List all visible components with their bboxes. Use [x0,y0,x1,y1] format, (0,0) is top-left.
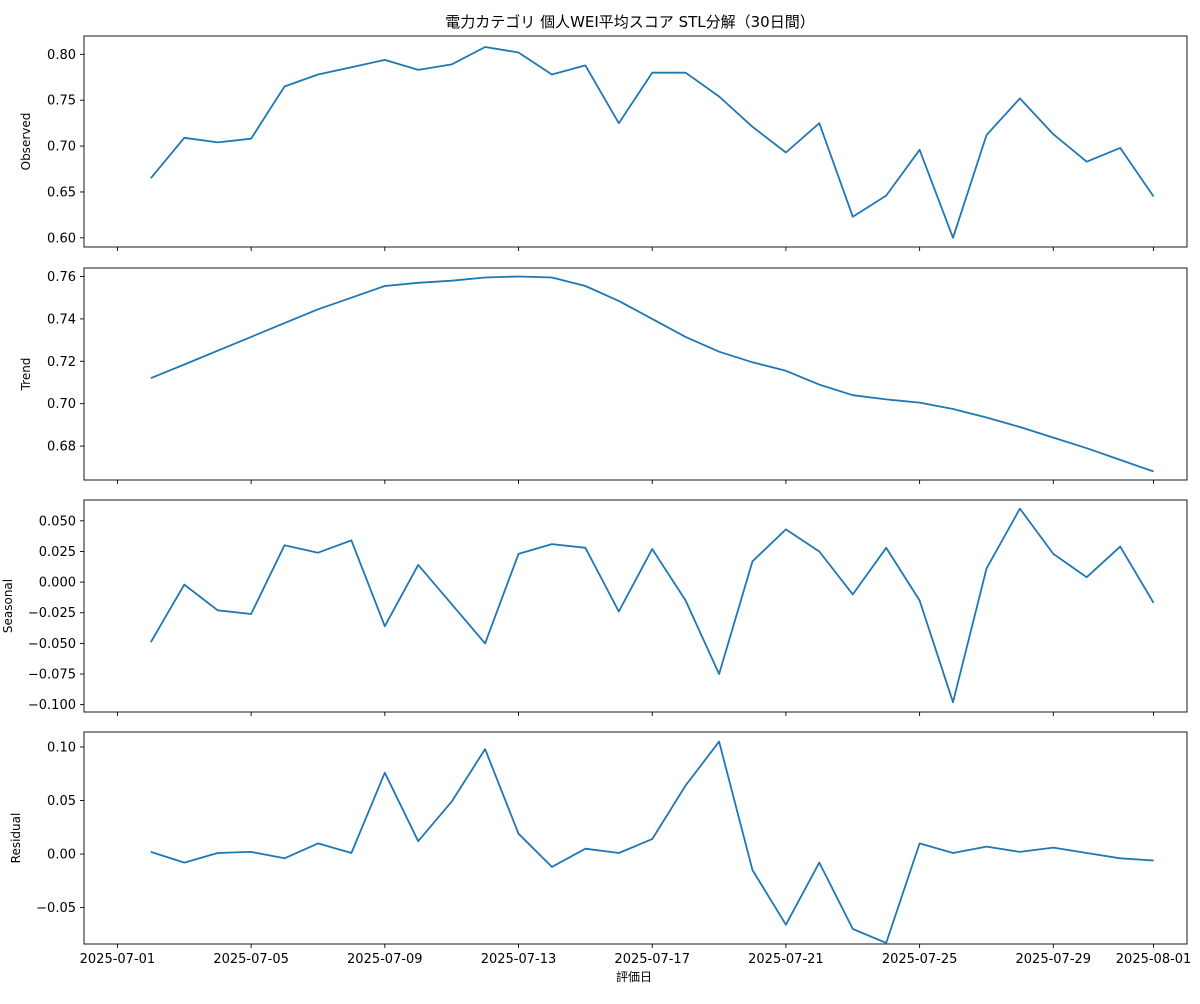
x-tick-label: 2025-07-05 [213,952,289,967]
y-tick-label: 0.65 [47,185,76,200]
panel-frame [83,35,1188,248]
y-tick-label: 0.05 [47,794,76,809]
y-tick-label: −0.05 [36,901,76,916]
series-line-residual [150,740,1154,944]
y-tick-label: 0.80 [47,48,76,63]
panels-layer: 0.60 0.65 0.70 0.75 0.80 Observed 0.68 0.70 0.72… [1,35,1192,967]
x-tick-label: 2025-07-29 [1016,952,1092,967]
y-tick-label: −0.050 [28,637,76,652]
panel-frame [83,731,1188,945]
panel-frame [83,267,1188,481]
y-tick-label: 0.70 [47,397,76,412]
panel-residual: 0.10 0.05 0.00 −0.05 Residual 2025-07-01 2025-… [9,731,1192,967]
y-tick-label: 0.72 [47,355,76,370]
y-axis-label-residual: Residual [9,813,23,864]
y-tick-label: 0.00 [47,848,76,863]
panel-trend: 0.68 0.70 0.72 0.74 0.76 Trend [19,267,1188,484]
y-axis-label-observed: Observed [19,113,33,171]
x-axis-label: 評価日 [616,969,652,984]
y-tick-label: 0.70 [47,140,76,155]
x-tick-label: 2025-07-25 [882,952,958,967]
y-tick-label: −0.075 [28,668,76,683]
y-tick-label: 0.74 [47,312,76,327]
x-tick-label: 2025-07-01 [80,952,156,967]
y-tick-label: 0.10 [47,740,76,755]
y-tick-label: −0.025 [28,606,76,621]
y-tick-label: 0.76 [47,270,76,285]
y-tick-label: 0.68 [47,440,76,455]
y-tick-label: 0.60 [47,231,76,246]
y-tick-label: 0.75 [47,94,76,109]
panel-frame [83,499,1188,713]
y-tick-label: 0.000 [39,576,76,591]
y-tick-label: 0.050 [39,514,76,529]
x-tick-label: 2025-07-13 [481,952,557,967]
series-line-seasonal [150,507,1155,704]
x-tick-label: 2025-07-17 [614,952,690,967]
x-tick-label: 2025-07-21 [748,952,824,967]
chart-title: 電力カテゴリ 個人WEI平均スコア STL分解（30日間） [445,13,814,31]
x-tick-label: 2025-07-09 [347,952,423,967]
y-axis-label-seasonal: Seasonal [1,579,15,633]
series-line-observed [150,46,1155,239]
panel-observed: 0.60 0.65 0.70 0.75 0.80 Observed [19,35,1188,251]
panel-seasonal: 0.050 0.025 0.000 −0.025 −0.050 −0.075 −0.100 S… [1,499,1188,716]
x-tick-label: 2025-08-01 [1116,952,1192,967]
y-axis-label-trend: Trend [19,358,33,392]
y-tick-label: −0.100 [28,698,76,713]
series-line-trend [150,275,1154,473]
y-tick-label: 0.025 [39,545,76,560]
